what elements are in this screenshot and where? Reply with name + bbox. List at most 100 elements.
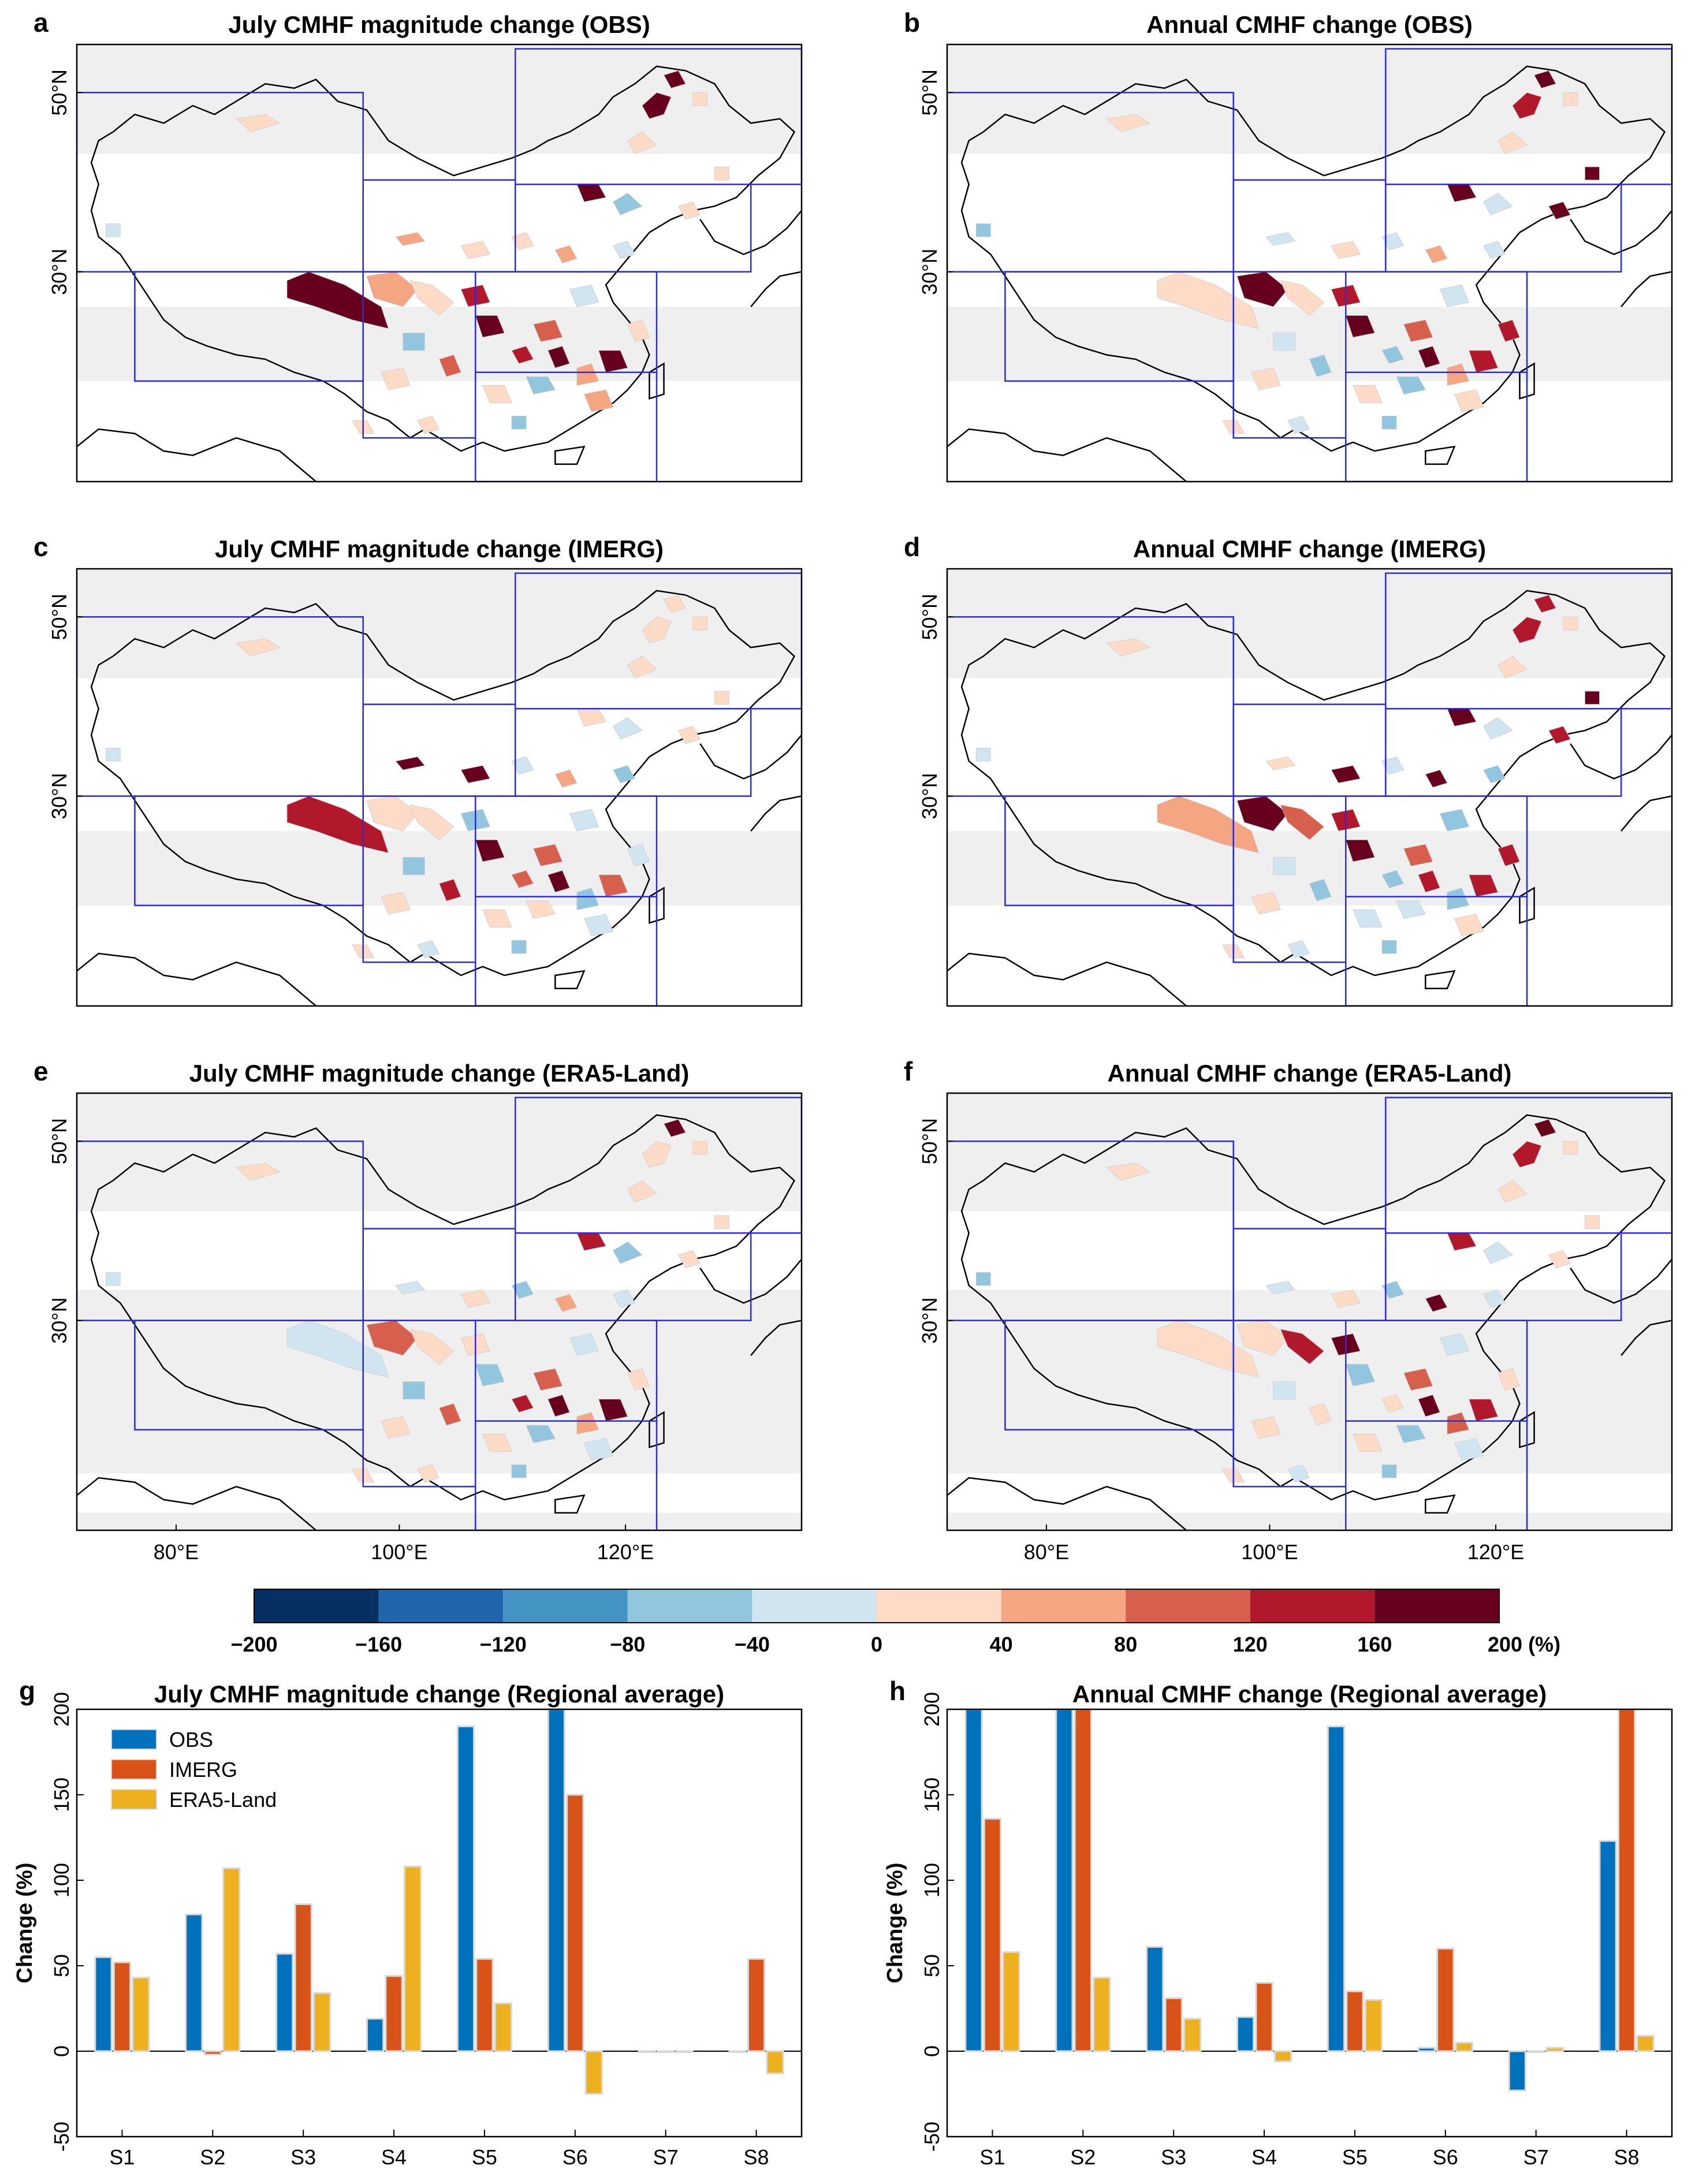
x-tick-label: S4: [381, 2145, 407, 2169]
bar-obs-s2: [1055, 1708, 1074, 2052]
basin-patch: [627, 1180, 657, 1203]
chart-frame: [76, 1708, 803, 2138]
basin-patch: [403, 333, 425, 351]
latitude-band-shade: [77, 1512, 802, 1530]
basin-patch: [1403, 319, 1433, 342]
y-axis-label: Change (%): [883, 1863, 907, 1984]
coastline-japan: [750, 1320, 802, 1356]
basin-patch: [1381, 345, 1405, 364]
basin-patch: [692, 92, 708, 106]
bar-obs-s8: [728, 2050, 747, 2053]
basin-patch: [714, 166, 729, 181]
lon-tick-label: 100°E: [1241, 1540, 1298, 1564]
basin-patch: [511, 1394, 534, 1413]
bar-obs-s4: [1236, 2016, 1255, 2052]
basin-patch: [1548, 1250, 1571, 1269]
latitude-band-shade: [77, 831, 802, 905]
colorbar-segment: [752, 1589, 877, 1623]
china-outline: [960, 1114, 1666, 1501]
basin-patch: [1403, 1368, 1433, 1391]
basin-patch: [1563, 616, 1578, 631]
basin-patch: [1273, 333, 1295, 351]
basin-patch: [1447, 1232, 1477, 1251]
map-panel-a: a July CMHF magnitude change (OBS) 50°N 30°…: [33, 8, 803, 483]
basin-patch: [1418, 345, 1440, 368]
panel-title: July CMHF magnitude change (ERA5-Land): [189, 1060, 690, 1087]
basin-patch: [576, 708, 606, 726]
bar-era5-land-s6: [1455, 2041, 1473, 2052]
bar-era5-land-s2: [222, 1867, 241, 2052]
bar-era5-land-s5: [494, 2002, 513, 2052]
colorbar-tick-label: −200: [230, 1633, 277, 1656]
basin-patch: [1106, 114, 1151, 132]
basin-patch: [1251, 1416, 1281, 1439]
basin-patch: [569, 284, 599, 307]
bar-obs-s2: [185, 1913, 203, 2052]
region-box-s4: [1385, 183, 1622, 273]
bar-era5-land-s5: [1364, 1999, 1383, 2052]
chart-frame: [946, 1708, 1673, 2138]
island-taiwan: [649, 1411, 665, 1448]
colorbar-segment: [1374, 1589, 1499, 1623]
basin-patch: [511, 756, 534, 775]
bar-era5-land-s7: [1545, 2047, 1564, 2052]
island-hainan: [1425, 970, 1456, 989]
region-box-s8: [475, 1320, 658, 1422]
x-tick-label: S4: [1251, 2145, 1277, 2169]
bar-obs-s3: [1146, 1946, 1164, 2052]
colorbar-tick-label: 120: [1233, 1633, 1268, 1656]
basin-patch: [598, 874, 628, 897]
map-frame: [76, 1092, 803, 1531]
colorbar-tick-label: 80: [1114, 1633, 1137, 1656]
bar-imerg-s6: [1436, 1947, 1455, 2052]
basin-patch: [547, 870, 570, 893]
basin-patch: [554, 245, 578, 263]
y-tick-label: 150: [920, 1777, 944, 1812]
basin-patch: [1106, 1162, 1151, 1181]
basin-patch: [1331, 765, 1361, 784]
basin-patch: [1439, 284, 1470, 307]
basin-patch: [1563, 1141, 1578, 1155]
basin-patch: [1251, 367, 1281, 390]
bar-imerg-s2: [203, 2050, 222, 2056]
map-frame: [946, 1092, 1673, 1531]
basin-patch: [1483, 765, 1506, 784]
island-hainan: [554, 445, 586, 465]
bar-chart-h: -50 0 50 100 150 200 S1 S2 S3 S4 S5 S6 S7 S8 Change (%…: [883, 1676, 1673, 2169]
basin-patch: [1497, 844, 1520, 867]
x-tick-label: S6: [1433, 2145, 1458, 2169]
basin-patch: [526, 376, 556, 395]
y-tick-label: 200: [50, 1692, 73, 1727]
region-box-s2: [362, 703, 516, 797]
basin-patch: [642, 92, 672, 120]
basin-patch: [1265, 1281, 1296, 1295]
region-box-s4: [515, 183, 752, 273]
basin-patch: [678, 202, 701, 220]
basin-patch: [1447, 888, 1470, 910]
basin-patch: [554, 1294, 578, 1312]
basin-patch: [417, 1464, 440, 1483]
basin-patch: [1483, 1289, 1506, 1308]
basin-patch: [1381, 870, 1405, 889]
island-taiwan: [649, 886, 665, 924]
latitude-band-shade: [947, 44, 1672, 154]
basin-patch: [533, 844, 563, 867]
basin-patch: [613, 192, 643, 215]
basin-patch: [526, 1425, 556, 1444]
basin-patch: [526, 900, 556, 919]
basin-patch: [381, 892, 411, 915]
region-box-s2: [1232, 179, 1387, 273]
basin-patch: [1439, 1333, 1470, 1356]
region-box-s4: [515, 707, 752, 797]
basin-patch: [511, 416, 527, 430]
panel-title: Annual CMHF change (ERA5-Land): [1108, 1060, 1512, 1087]
panel-label: b: [904, 8, 920, 38]
panel-label: g: [19, 1676, 35, 1706]
region-box-s8: [1345, 1320, 1528, 1422]
x-tick-label: S3: [290, 2145, 316, 2169]
basin-patch: [1273, 857, 1295, 875]
x-tick-label: S6: [562, 2145, 588, 2169]
basin-patch: [975, 1272, 991, 1286]
coastline-japan: [750, 795, 802, 832]
